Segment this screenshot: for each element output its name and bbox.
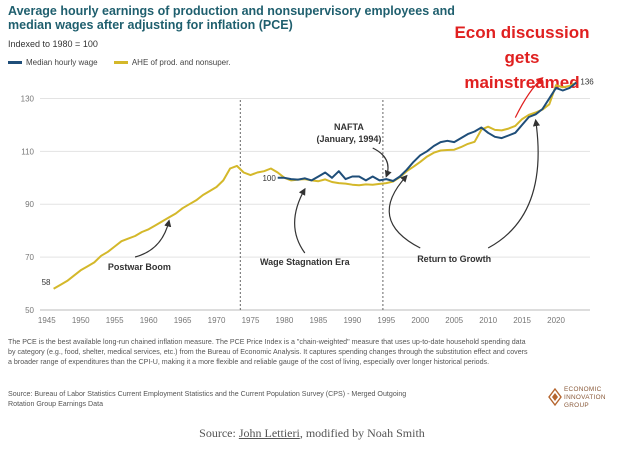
legend-item-ahe: AHE of prod. and nonsuper. <box>113 58 231 67</box>
chart-series <box>53 81 578 290</box>
x-tick-label: 1975 <box>242 316 260 325</box>
y-tick-label: 110 <box>21 147 34 156</box>
chart-grid <box>40 97 590 311</box>
legend-label-median: Median hourly wage <box>26 58 98 67</box>
nafta-label-line1: NAFTA <box>334 122 364 132</box>
credit-author-link[interactable]: John Lettieri <box>238 426 300 440</box>
x-tick-label: 1965 <box>174 316 192 325</box>
series-line-ahe <box>53 81 577 290</box>
stagnation-era-label: Wage Stagnation Era <box>260 257 351 267</box>
x-tick-label: 1990 <box>343 316 361 325</box>
nafta-label-line2: (January, 1994) <box>317 134 382 144</box>
era-dividers <box>239 100 384 310</box>
x-tick-label: 2010 <box>479 316 497 325</box>
y-tick-label: 90 <box>25 200 34 209</box>
x-tick-label: 2000 <box>411 316 429 325</box>
legend-swatch-median <box>8 61 22 65</box>
x-tick-label: 1950 <box>72 316 90 325</box>
x-tick-label: 2015 <box>513 316 531 325</box>
x-tick-label: 1980 <box>276 316 294 325</box>
chart-axes: 50 70 90 110 130 1945 1950 1955 1960 1965 1970 1975… <box>21 94 590 325</box>
logo-line1: ECONOMIC <box>564 386 602 393</box>
series-line-median <box>277 81 578 182</box>
legend: Median hourly wage AHE of prod. and nons… <box>8 58 245 67</box>
x-tick-label: 1995 <box>377 316 395 325</box>
postwar-arrow <box>134 219 172 258</box>
growth-arrow-left <box>388 174 421 249</box>
red-annotation-line1: Econ discussion <box>454 23 590 42</box>
credit-suffix: , modified by Noah Smith <box>299 426 425 440</box>
logo-line2: INNOVATION <box>564 394 606 401</box>
growth-arrow-right <box>487 118 541 249</box>
x-tick-label: 1945 <box>38 316 56 325</box>
y-tick-label: 70 <box>25 253 34 262</box>
chart-title: Average hourly earnings of production an… <box>8 4 455 32</box>
postwar-boom-label: Postwar Boom <box>108 262 171 272</box>
x-tick-label: 2020 <box>547 316 565 325</box>
x-tick-label: 1985 <box>309 316 327 325</box>
x-tick-label: 1955 <box>106 316 124 325</box>
chart-subtitle: Indexed to 1980 = 100 <box>8 39 98 49</box>
legend-swatch-ahe <box>113 61 128 65</box>
credit-prefix: Source: <box>199 426 239 440</box>
nafta-arrow <box>372 147 392 178</box>
line-chart: 50 70 90 110 130 1945 1950 1955 1960 1965 1970 1975… <box>21 77 594 325</box>
y-tick-label: 50 <box>25 306 34 315</box>
x-tick-label: 1960 <box>140 316 158 325</box>
x-tick-label: 1970 <box>208 316 226 325</box>
logo-line3: GROUP <box>564 402 589 409</box>
stagnation-arrow <box>294 187 306 254</box>
image-credit: Source: John Lettieri, modified by Noah … <box>0 426 624 441</box>
return-to-growth-label: Return to Growth <box>417 254 491 264</box>
diamond-logo-icon <box>548 388 562 407</box>
red-annotation-arrow <box>514 77 544 118</box>
data-source: Source: Bureau of Labor Statistics Curre… <box>8 390 407 408</box>
x-tick-label: 2005 <box>445 316 463 325</box>
logo-text: ECONOMIC INNOVATION GROUP <box>564 386 606 410</box>
end-value-label: 136 <box>580 78 594 87</box>
chart-annotations: 58 136 100 Postwar Boom Wage Stagnation Era R… <box>42 77 594 287</box>
red-annotation: Econ discussion gets mainstreamed <box>447 20 597 95</box>
chart-note: The PCE is the best available long-run c… <box>8 338 528 366</box>
legend-item-median: Median hourly wage <box>8 58 98 67</box>
start-value-label: 58 <box>42 278 51 287</box>
y-tick-label: 130 <box>21 94 35 103</box>
mid-value-label: 100 <box>262 174 276 183</box>
legend-label-ahe: AHE of prod. and nonsuper. <box>131 58 231 67</box>
red-annotation-line2: gets mainstreamed <box>464 48 580 92</box>
